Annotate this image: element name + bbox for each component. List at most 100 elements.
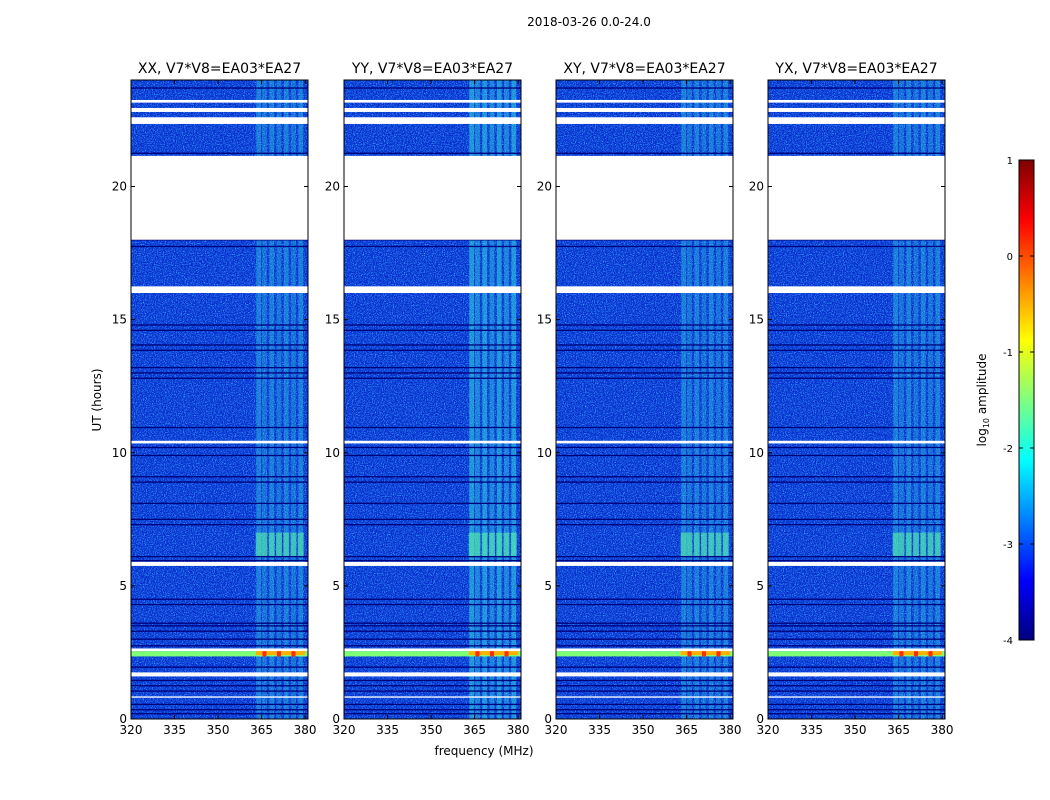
rfi-channel	[298, 80, 304, 719]
rfi-burst	[700, 532, 707, 557]
flag-line	[344, 709, 521, 711]
flag-line	[344, 476, 521, 478]
rfi-channel	[482, 80, 488, 719]
x-tick-label: 365	[887, 723, 910, 737]
panel-title: XY, V7*V8=EA03*EA27	[563, 61, 725, 77]
flag-line	[131, 329, 308, 331]
flag-line	[344, 239, 521, 241]
flag-line	[768, 622, 945, 624]
flag-line	[556, 518, 733, 521]
panel-yx: YX, V7*V8=EA03*EA27 320 335 350 365 380 0 5 10 15…	[749, 61, 954, 737]
flag-line	[344, 638, 521, 640]
flag-line	[768, 690, 945, 692]
y-tick-label: 15	[112, 313, 127, 327]
colorbar-tick-label: 1	[1007, 156, 1013, 167]
flag-line	[768, 555, 945, 558]
flag-line	[131, 524, 308, 526]
strong-rfi-peak	[899, 651, 904, 657]
flag-line	[768, 603, 945, 606]
flag-line	[344, 524, 521, 526]
flag-line	[556, 703, 733, 706]
flag-line	[556, 349, 733, 351]
colorbar-label-log: log	[975, 428, 989, 446]
flag-line	[131, 152, 308, 154]
rfi-burst	[496, 532, 503, 557]
rfi-channel	[694, 80, 700, 719]
rfi-channel	[475, 80, 480, 719]
flag-line	[768, 630, 945, 632]
flag-line	[131, 690, 308, 692]
rfi-burst	[510, 532, 517, 557]
flag-line	[768, 377, 945, 379]
x-tick-label: 365	[250, 723, 273, 737]
flag-line	[131, 481, 308, 483]
flagged-region	[131, 99, 308, 103]
rfi-burst	[722, 532, 729, 557]
flag-line	[131, 324, 308, 326]
flag-line	[556, 87, 733, 89]
y-tick-label: 5	[332, 579, 340, 593]
rfi-channel	[893, 80, 899, 719]
panel-title: YY, V7*V8=EA03*EA27	[351, 61, 513, 77]
rfi-burst	[468, 532, 475, 557]
flag-line	[556, 709, 733, 711]
x-tick-label: 350	[844, 723, 867, 737]
flagged-region	[344, 672, 521, 677]
flag-line	[556, 625, 733, 627]
flag-line	[131, 446, 308, 449]
y-tick-label: 10	[325, 446, 340, 460]
rfi-channel	[920, 80, 926, 719]
x-tick-label: 320	[333, 723, 356, 737]
colorbar-tick-label: 0	[1007, 252, 1013, 263]
flag-line	[556, 324, 733, 326]
x-tick-label: 380	[294, 723, 317, 737]
rfi-burst	[283, 532, 290, 557]
strong-rfi-band	[344, 651, 521, 657]
flag-line	[768, 518, 945, 521]
flagged-region	[556, 648, 733, 652]
rfi-channel	[913, 80, 919, 719]
flag-line	[768, 366, 945, 369]
flag-line	[344, 502, 521, 505]
flag-line	[344, 603, 521, 606]
flag-line	[131, 372, 308, 374]
strong-rfi-peak	[262, 651, 267, 657]
rfi-burst	[892, 532, 899, 557]
x-tick-label: 380	[931, 723, 954, 737]
flag-line	[344, 625, 521, 627]
rfi-channel	[291, 80, 296, 719]
panel-title: YX, V7*V8=EA03*EA27	[774, 61, 937, 77]
flag-line	[131, 598, 308, 600]
flag-line	[131, 713, 308, 715]
rfi-burst	[503, 532, 510, 557]
y-tick-label: 15	[749, 313, 764, 327]
flag-line	[768, 87, 945, 89]
flag-line	[344, 518, 521, 521]
colorbar-tick-label: -3	[1003, 540, 1013, 551]
flagged-region	[344, 155, 521, 240]
flag-line	[768, 559, 945, 562]
colorbar-label-sub: 10	[982, 418, 991, 428]
rfi-channel	[906, 80, 912, 719]
flagged-region	[556, 99, 733, 103]
rfi-burst	[927, 532, 934, 557]
flag-line	[344, 679, 521, 682]
flagged-region	[131, 440, 308, 444]
rfi-burst	[290, 532, 297, 557]
flag-line	[344, 630, 521, 632]
rfi-channel	[687, 80, 692, 719]
y-tick-label: 0	[544, 712, 552, 726]
rfi-burst	[268, 532, 275, 557]
flagged-region	[768, 440, 945, 444]
flag-line	[768, 329, 945, 331]
y-tick-label: 5	[756, 579, 764, 593]
flag-line	[556, 622, 733, 624]
panel-image	[768, 80, 945, 719]
flag-line	[131, 638, 308, 640]
flag-line	[556, 603, 733, 606]
flagged-region	[131, 155, 308, 240]
flag-line	[344, 559, 521, 562]
flag-line	[768, 685, 945, 687]
flagged-region	[556, 561, 733, 566]
flag-line	[556, 555, 733, 558]
